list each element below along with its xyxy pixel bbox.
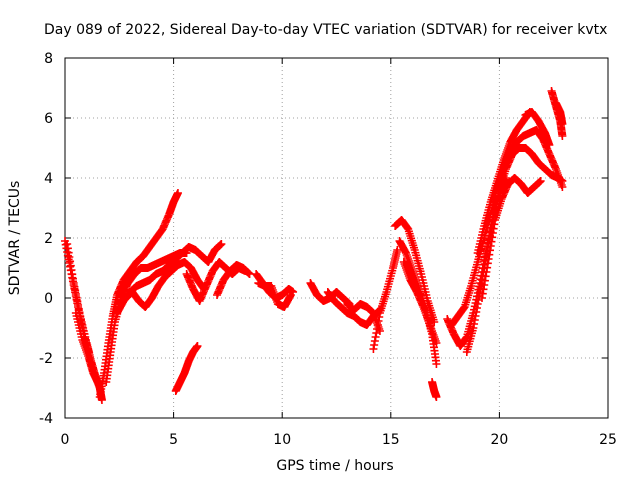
data-point	[558, 120, 567, 128]
series-track-9	[213, 261, 254, 299]
x-tick-label: 0	[61, 432, 70, 448]
y-tick-label: 4	[44, 171, 53, 187]
data-point	[432, 339, 441, 347]
data-point	[430, 318, 439, 326]
series-track-15	[343, 300, 384, 335]
x-tick-label: 5	[169, 432, 178, 448]
chart-title: Day 089 of 2022, Sidereal Day-to-day VTE…	[44, 22, 607, 38]
data-point	[173, 189, 182, 197]
axis-ticks: 0 5 10 15 20 25 -4 -2 0 2 4 6 8	[39, 51, 617, 448]
data-point	[558, 132, 567, 140]
y-tick-label: -2	[39, 351, 53, 367]
series-track-14	[323, 288, 384, 329]
series-track-17	[391, 216, 439, 326]
y-tick-label: 6	[44, 111, 53, 127]
y-tick-label: -4	[39, 411, 53, 427]
series-track-6	[113, 240, 226, 317]
y-tick-label: 0	[44, 291, 53, 307]
data-point	[432, 393, 441, 401]
data-point	[286, 291, 295, 299]
series-track-20	[428, 378, 441, 401]
data-point	[558, 177, 567, 185]
y-tick-label: 2	[44, 231, 53, 247]
y-axis-label: SDTVAR / TECUs	[7, 181, 23, 296]
data-point	[536, 177, 545, 185]
series-track-3	[71, 309, 102, 386]
x-tick-label: 10	[273, 432, 291, 448]
data-point	[217, 240, 226, 248]
series-track-28	[551, 99, 567, 128]
series-track-12	[254, 279, 295, 311]
series-track-23	[462, 144, 567, 356]
y-tick-label: 8	[44, 51, 53, 67]
series-track-25	[478, 174, 545, 302]
data-series	[61, 87, 567, 404]
data-point	[93, 378, 102, 386]
series-track-5	[102, 249, 191, 386]
x-tick-label: 25	[599, 432, 617, 448]
data-point	[193, 342, 202, 350]
x-tick-label: 20	[490, 432, 508, 448]
series-track-7	[121, 258, 209, 311]
data-point	[393, 246, 402, 254]
series-track-19	[399, 258, 441, 347]
x-tick-label: 15	[382, 432, 400, 448]
data-point	[545, 141, 554, 149]
series-track-16	[369, 246, 402, 353]
x-axis-label: GPS time / hours	[276, 458, 393, 474]
series-track-26	[521, 108, 554, 149]
series-track-4	[95, 189, 182, 401]
data-point	[432, 360, 441, 368]
series-track-10	[171, 342, 202, 395]
